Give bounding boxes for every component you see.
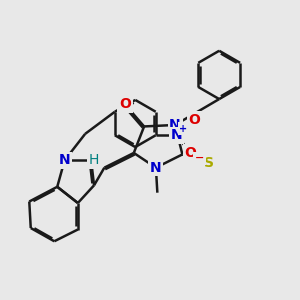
Text: N: N xyxy=(59,153,70,167)
Text: S: S xyxy=(204,156,214,170)
Text: O: O xyxy=(189,113,200,127)
Text: O: O xyxy=(184,146,196,160)
Text: N: N xyxy=(169,118,181,132)
Text: H: H xyxy=(89,153,99,167)
Text: N: N xyxy=(171,128,183,142)
Text: N: N xyxy=(150,161,162,175)
Text: O: O xyxy=(119,98,131,111)
Text: +: + xyxy=(179,124,188,134)
Text: −: − xyxy=(195,153,204,163)
